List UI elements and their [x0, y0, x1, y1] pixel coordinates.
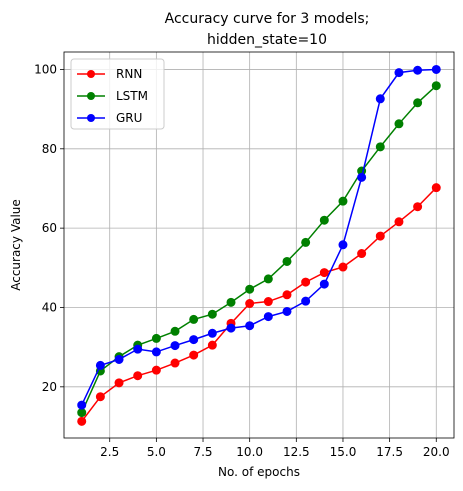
x-tick-label: 2.5	[100, 445, 119, 459]
data-series	[77, 64, 441, 426]
data-point-rnn	[431, 183, 441, 193]
data-point-lstm	[189, 314, 199, 324]
x-tick-label: 5.0	[147, 445, 166, 459]
data-point-gru	[338, 240, 348, 250]
x-axis-label: No. of epochs	[218, 465, 300, 479]
data-point-gru	[431, 64, 441, 74]
series-line-lstm	[81, 85, 437, 413]
data-point-gru	[77, 400, 87, 410]
data-point-gru	[207, 328, 217, 338]
data-point-lstm	[226, 297, 236, 307]
data-point-rnn	[357, 249, 367, 259]
data-point-lstm	[263, 274, 273, 284]
data-point-rnn	[263, 297, 273, 307]
y-tick-label: 80	[42, 142, 57, 156]
data-point-rnn	[245, 299, 255, 309]
legend-label-gru: GRU	[116, 111, 142, 125]
series-rnn	[77, 183, 441, 426]
data-point-lstm	[170, 326, 180, 336]
legend-item-gru: GRU	[77, 111, 142, 125]
data-point-gru	[151, 347, 161, 357]
legend-item-lstm: LSTM	[77, 89, 148, 103]
data-point-rnn	[413, 202, 423, 212]
data-point-lstm	[151, 333, 161, 343]
y-axis-label: Accuracy Value	[9, 199, 23, 291]
data-point-gru	[263, 312, 273, 322]
data-point-gru	[413, 65, 423, 75]
data-point-rnn	[301, 277, 311, 287]
data-point-gru	[189, 335, 199, 345]
data-point-gru	[394, 68, 404, 78]
data-point-gru	[133, 344, 143, 354]
y-tick-label: 20	[42, 380, 57, 394]
axis-ticks: 2.5 5.0 7.5 10.0 12.5 15.0 17.5 20.0 20 40 60 80 100	[34, 62, 450, 459]
data-point-lstm	[282, 256, 292, 266]
chart-title-line-2: hidden_state=10	[207, 32, 327, 48]
legend-marker-gru	[87, 114, 95, 122]
data-point-gru	[226, 323, 236, 333]
plot-frame	[63, 51, 455, 439]
data-point-rnn	[151, 365, 161, 375]
data-point-rnn	[133, 371, 143, 381]
data-point-rnn	[207, 340, 217, 350]
series-gru	[77, 64, 441, 410]
data-point-gru	[301, 296, 311, 306]
data-point-lstm	[319, 215, 329, 225]
data-point-gru	[319, 279, 329, 289]
data-point-rnn	[189, 350, 199, 360]
data-point-lstm	[413, 98, 423, 108]
data-point-gru	[357, 172, 367, 182]
data-point-rnn	[170, 358, 180, 368]
data-point-rnn	[77, 416, 87, 426]
data-point-lstm	[431, 81, 441, 91]
legend-label-lstm: LSTM	[116, 89, 148, 103]
legend-label-rnn: RNN	[116, 67, 142, 81]
x-tick-label: 15.0	[330, 445, 357, 459]
data-point-lstm	[375, 142, 385, 152]
data-point-rnn	[338, 262, 348, 272]
data-point-gru	[170, 341, 180, 351]
data-point-gru	[375, 94, 385, 104]
data-point-gru	[95, 360, 105, 370]
chart-title-line-1: Accuracy curve for 3 models;	[165, 11, 370, 27]
data-point-gru	[245, 321, 255, 331]
series-lstm	[77, 81, 441, 418]
legend-marker-rnn	[87, 70, 95, 78]
legend-frame	[70, 58, 165, 130]
data-point-lstm	[301, 237, 311, 247]
x-tick-label: 7.5	[193, 445, 212, 459]
y-tick-label: 100	[34, 62, 57, 76]
data-point-lstm	[77, 408, 87, 418]
data-point-rnn	[375, 231, 385, 241]
data-point-rnn	[394, 217, 404, 227]
data-point-rnn	[319, 268, 329, 278]
y-tick-label: 40	[42, 300, 57, 314]
legend-marker-lstm	[87, 92, 95, 100]
data-point-lstm	[207, 309, 217, 319]
y-tick-label: 60	[42, 221, 57, 235]
data-point-lstm	[338, 196, 348, 206]
legend: RNN LSTM GRU	[70, 58, 165, 130]
x-tick-label: 12.5	[283, 445, 310, 459]
x-tick-label: 20.0	[423, 445, 450, 459]
data-point-lstm	[394, 119, 404, 129]
data-point-rnn	[95, 392, 105, 402]
series-line-rnn	[81, 187, 437, 422]
data-point-lstm	[245, 284, 255, 294]
data-point-rnn	[282, 290, 292, 300]
x-tick-label: 10.0	[236, 445, 263, 459]
x-tick-label: 17.5	[376, 445, 403, 459]
data-point-rnn	[114, 378, 124, 388]
data-point-gru	[114, 354, 124, 364]
legend-item-rnn: RNN	[77, 67, 142, 81]
data-point-gru	[282, 306, 292, 316]
